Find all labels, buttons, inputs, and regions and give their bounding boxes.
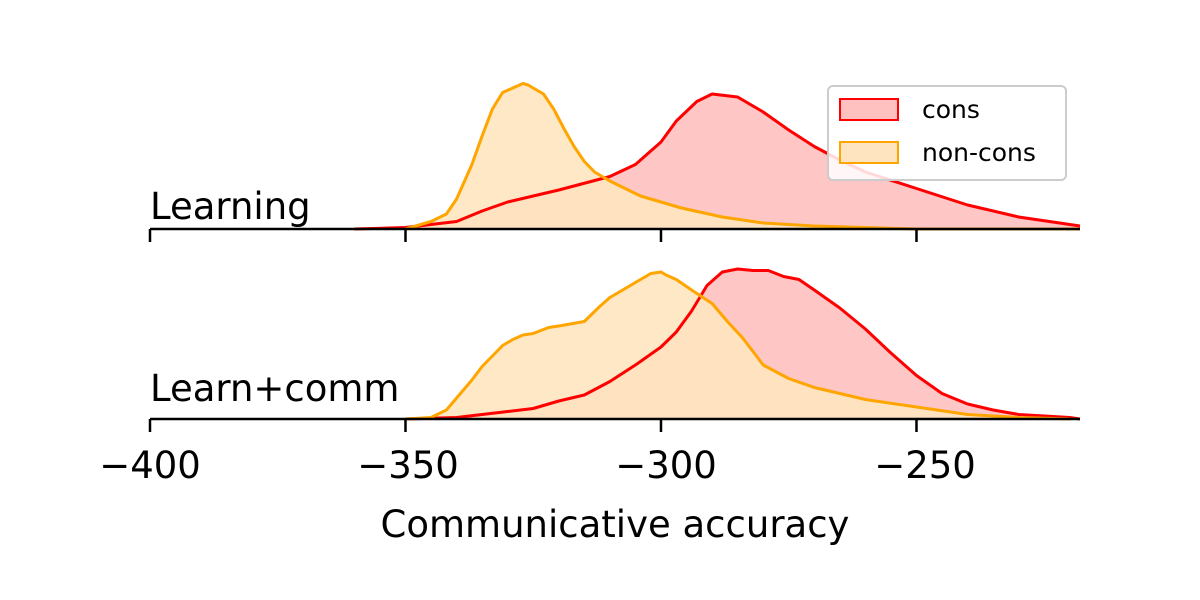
density-line-non-cons-learning [405,82,1080,231]
x-tick-label: −400 [99,444,201,487]
x-tick-label: −300 [615,444,717,487]
density-fill-non-cons-learn-comm [405,272,1070,419]
x-tick-label: −350 [357,444,459,487]
panel-label-learning: Learning [150,185,311,228]
legend-label-non-cons: non-cons [922,138,1036,167]
density-line-non-cons-learn-comm [405,270,1070,421]
density-line-cons-learning [354,92,1081,231]
panel-learn-comm [148,267,1081,432]
panel-learning [148,82,1081,242]
plot-area [148,82,1081,432]
legend-swatch-non-cons [839,141,899,164]
legend-swatch-cons [839,98,899,121]
legend: cons non-cons [827,85,1067,181]
density-line-cons-learn-comm [405,267,1081,421]
density-fill-cons-learning [354,94,1080,229]
legend-label-cons: cons [922,95,980,124]
x-axis-title: Communicative accuracy [381,503,850,546]
density-fill-non-cons-learning [405,83,1080,229]
x-tick-labels: −400 −350 −300 −250 [99,444,976,487]
panel-label-learn-comm: Learn+comm [150,367,399,410]
x-tick-label: −250 [874,444,976,487]
